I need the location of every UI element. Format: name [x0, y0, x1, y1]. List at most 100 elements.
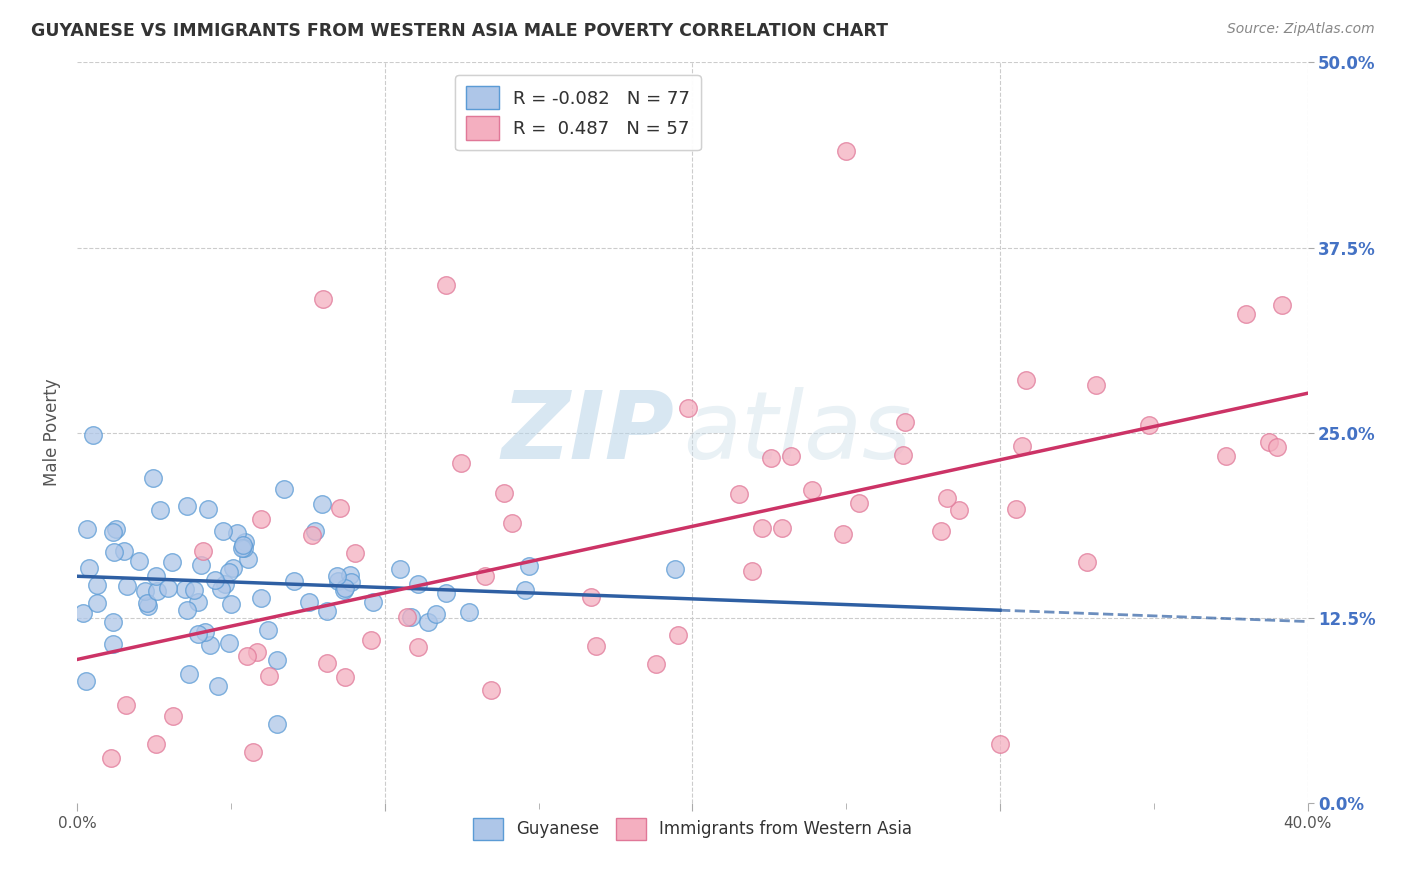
Point: [517, 559, 540, 574]
Point: [134, 583, 156, 598]
Point: [335, 581, 357, 595]
Point: [266, 717, 288, 731]
Point: [226, 525, 249, 540]
Point: [187, 627, 209, 641]
Point: [250, 591, 273, 606]
Point: [457, 605, 479, 619]
Point: [929, 524, 952, 539]
Point: [194, 625, 217, 640]
Point: [988, 737, 1011, 751]
Point: [344, 545, 367, 559]
Point: [759, 451, 782, 466]
Point: [1258, 435, 1281, 450]
Point: [86, 595, 108, 609]
Point: [250, 511, 273, 525]
Point: [77, 561, 100, 575]
Point: [207, 679, 229, 693]
Point: [326, 569, 349, 583]
Point: [585, 639, 607, 653]
Point: [741, 565, 763, 579]
Y-axis label: Male Poverty: Male Poverty: [44, 379, 62, 486]
Point: [894, 415, 917, 429]
Point: [728, 486, 751, 500]
Point: [162, 709, 184, 723]
Point: [835, 145, 858, 159]
Point: [86, 577, 108, 591]
Point: [218, 565, 240, 579]
Point: [273, 482, 295, 496]
Legend: Guyanese, Immigrants from Western Asia: Guyanese, Immigrants from Western Asia: [465, 812, 920, 847]
Point: [136, 599, 159, 613]
Point: [183, 582, 205, 597]
Point: [316, 656, 339, 670]
Point: [232, 538, 254, 552]
Point: [101, 615, 124, 630]
Point: [1085, 378, 1108, 392]
Point: [72, 607, 94, 621]
Point: [103, 545, 125, 559]
Point: [221, 561, 243, 575]
Point: [1271, 298, 1294, 312]
Point: [200, 638, 222, 652]
Point: [145, 737, 167, 751]
Point: [174, 582, 197, 596]
Point: [1139, 417, 1161, 432]
Text: atlas: atlas: [683, 387, 911, 478]
Point: [211, 524, 233, 539]
Point: [156, 582, 179, 596]
Point: [219, 597, 242, 611]
Point: [339, 568, 361, 582]
Point: [115, 579, 138, 593]
Point: [242, 745, 264, 759]
Point: [406, 640, 429, 654]
Point: [103, 524, 125, 539]
Point: [361, 595, 384, 609]
Point: [388, 562, 411, 576]
Point: [340, 574, 363, 589]
Point: [187, 595, 209, 609]
Point: [831, 527, 853, 541]
Point: [1076, 555, 1098, 569]
Point: [360, 633, 382, 648]
Point: [246, 645, 269, 659]
Point: [259, 669, 281, 683]
Point: [501, 516, 523, 530]
Point: [193, 543, 215, 558]
Point: [579, 590, 602, 604]
Point: [1265, 440, 1288, 454]
Point: [326, 574, 349, 589]
Point: [82, 427, 104, 442]
Point: [316, 604, 339, 618]
Point: [104, 522, 127, 536]
Point: [1005, 502, 1028, 516]
Point: [76, 522, 98, 536]
Point: [115, 698, 138, 712]
Point: [176, 499, 198, 513]
Point: [142, 471, 165, 485]
Point: [100, 751, 122, 765]
Point: [770, 521, 793, 535]
Point: [283, 574, 305, 588]
Point: [1215, 449, 1237, 463]
Text: ZIP: ZIP: [502, 386, 675, 479]
Point: [176, 603, 198, 617]
Point: [848, 496, 870, 510]
Point: [401, 610, 423, 624]
Point: [311, 497, 333, 511]
Point: [256, 623, 278, 637]
Point: [1015, 373, 1038, 387]
Point: [406, 576, 429, 591]
Text: Source: ZipAtlas.com: Source: ZipAtlas.com: [1227, 22, 1375, 37]
Point: [948, 503, 970, 517]
Point: [190, 558, 212, 572]
Point: [434, 586, 457, 600]
Point: [335, 670, 357, 684]
Point: [676, 401, 699, 415]
Point: [800, 483, 823, 498]
Point: [494, 485, 516, 500]
Point: [418, 615, 440, 629]
Point: [395, 610, 418, 624]
Point: [644, 657, 666, 671]
Point: [112, 544, 135, 558]
Point: [218, 636, 240, 650]
